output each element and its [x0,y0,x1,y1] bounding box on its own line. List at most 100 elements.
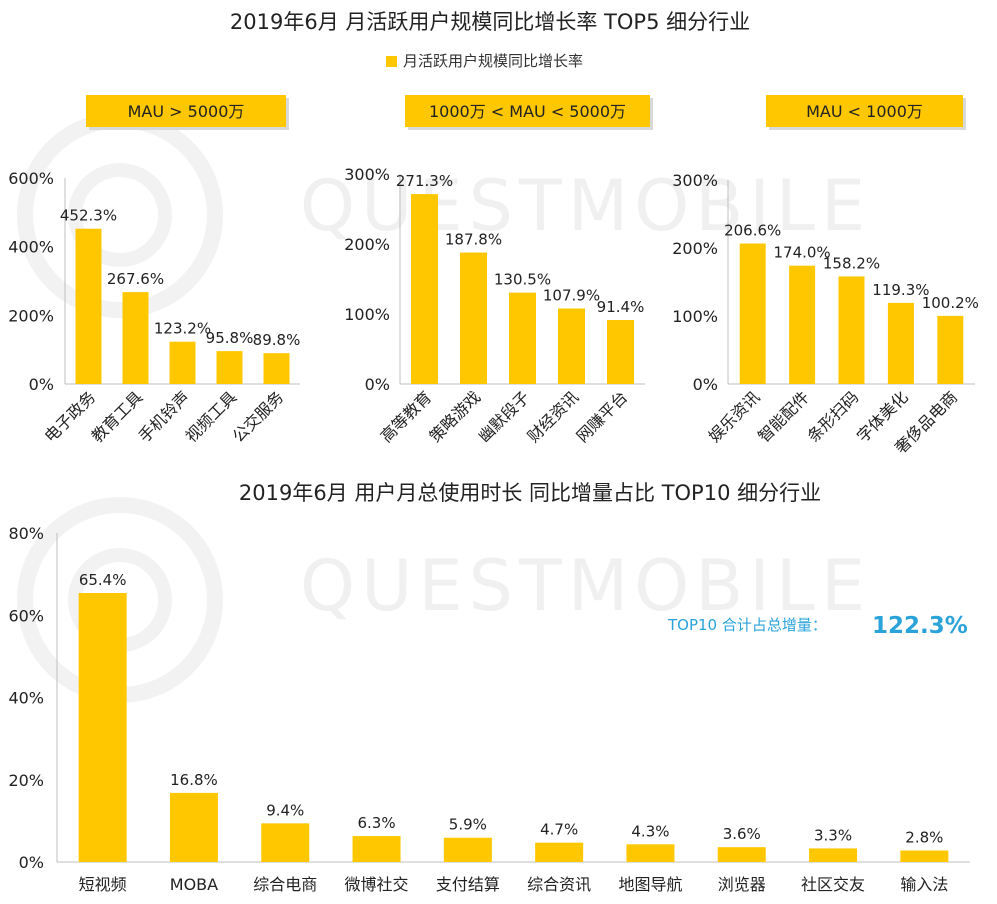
data-label: 107.9% [543,286,600,304]
bar [460,252,487,384]
bar [169,792,218,862]
bar [263,353,290,384]
x-tick-label: 视频工具 [182,387,241,446]
y-tick-label: 0% [19,853,44,872]
bar [75,228,102,384]
segment-badge [766,95,963,127]
summary: TOP10 合计占总增量： 122.3% [667,613,968,639]
x-tick-label: 智能配件 [754,387,813,446]
bottom-title: 2019年6月 用户月总使用时长 同比增量占比 TOP10 细分行业 [239,481,821,505]
x-tick-label: 手机铃声 [135,387,194,446]
bar [626,844,675,862]
bar [887,302,914,384]
data-label: 206.6% [724,222,781,240]
data-label: 130.5% [494,271,551,289]
bar [352,836,401,862]
bar [809,848,858,862]
bar [78,593,127,862]
y-tick-label: 300% [672,171,718,190]
x-tick-label: 地图导航 [618,875,682,894]
data-label: 123.2% [154,320,211,338]
bar [261,823,310,862]
bar [122,292,149,384]
data-label: 2.8% [905,828,943,846]
data-label: 9.4% [266,801,304,819]
chart-mau-1000w-5000w: 1000万 < MAU < 5000万 0% 100% 200% 300% 271.3% 高… [344,95,653,446]
data-label: 95.8% [206,329,254,347]
bar [739,243,766,384]
bar [900,850,949,862]
y-tick-label: 400% [8,238,54,257]
x-tick-label: MOBA [170,875,218,894]
x-tick-label: 高等教育 [377,387,436,446]
y-tick-label: 60% [8,606,44,625]
bar [216,351,243,384]
data-label: 267.6% [107,270,164,288]
data-label: 89.8% [253,331,301,349]
bar [937,315,964,384]
y-tick-label: 300% [344,165,390,184]
data-label: 119.3% [872,281,929,299]
data-label: 5.9% [449,816,487,834]
chart-usage-time-top10: 0% 20% 40% 60% 80% 65.4% 短视频 16.8% MOBA 9.4% 综合电商 6… [8,524,970,894]
data-label: 452.3% [60,207,117,225]
x-tick-label: 浏览器 [718,875,766,894]
y-tick-label: 200% [672,239,718,258]
y-tick-label: 40% [8,689,44,708]
y-tick-label: 20% [8,771,44,790]
x-tick-label: 幽默段子 [475,387,534,446]
legend-swatch [386,56,397,67]
x-tick-label: 网赚平台 [573,387,632,446]
y-tick-label: 200% [8,306,54,325]
segment-badge-label: 1000万 < MAU < 5000万 [429,102,626,121]
x-tick-label: 电子政务 [41,387,100,446]
data-label: 100.2% [922,294,979,312]
x-tick-label: 社区交友 [801,875,865,894]
data-label: 6.3% [357,814,395,832]
svg-text:QUESTMOBILE: QUESTMOBILE [300,545,871,627]
x-tick-label: 综合资讯 [527,875,591,894]
x-tick-label: 支付结算 [436,875,500,894]
y-tick-label: 600% [8,169,54,188]
legend: 月活跃用户规模同比增长率 [386,52,583,70]
x-tick-label: 教育工具 [88,387,147,446]
bar [411,194,438,384]
legend-label: 月活跃用户规模同比增长率 [403,52,583,70]
bar [509,292,536,384]
y-tick-label: 200% [344,235,390,254]
segment-badge-label: MAU < 1000万 [806,102,923,121]
x-tick-label: 财经资讯 [524,387,583,446]
data-label: 4.3% [631,822,669,840]
x-tick-label: 综合电商 [253,875,317,894]
bar [838,276,865,384]
segment-badge [405,95,650,127]
bar [169,341,196,384]
bar [443,837,492,862]
y-tick-label: 80% [8,524,44,543]
y-tick-label: 0% [365,375,390,394]
x-tick-label: 输入法 [900,875,948,894]
bar [558,308,585,384]
x-tick-label: 短视频 [79,875,127,894]
x-tick-label: 策略游戏 [426,387,485,446]
data-label: 4.7% [540,821,578,839]
top-title: 2019年6月 月活跃用户规模同比增长率 TOP5 细分行业 [230,10,750,34]
data-label: 65.4% [79,571,127,589]
x-tick-label: 条形扫码 [804,387,863,446]
segment-badge [86,95,286,127]
bar [535,842,584,862]
y-tick-label: 0% [29,375,54,394]
segment-badge-label: MAU > 5000万 [128,102,245,121]
data-label: 158.2% [823,254,880,272]
y-tick-label: 100% [344,305,390,324]
data-label: 3.6% [723,825,761,843]
data-label: 271.3% [396,172,453,190]
summary-value: 122.3% [872,613,968,639]
data-label: 174.0% [773,244,830,262]
bar [789,265,816,384]
data-label: 16.8% [170,771,218,789]
x-tick-label: 微博社交 [345,875,409,894]
data-label: 91.4% [597,298,645,316]
x-tick-label: 娱乐资讯 [705,387,764,446]
